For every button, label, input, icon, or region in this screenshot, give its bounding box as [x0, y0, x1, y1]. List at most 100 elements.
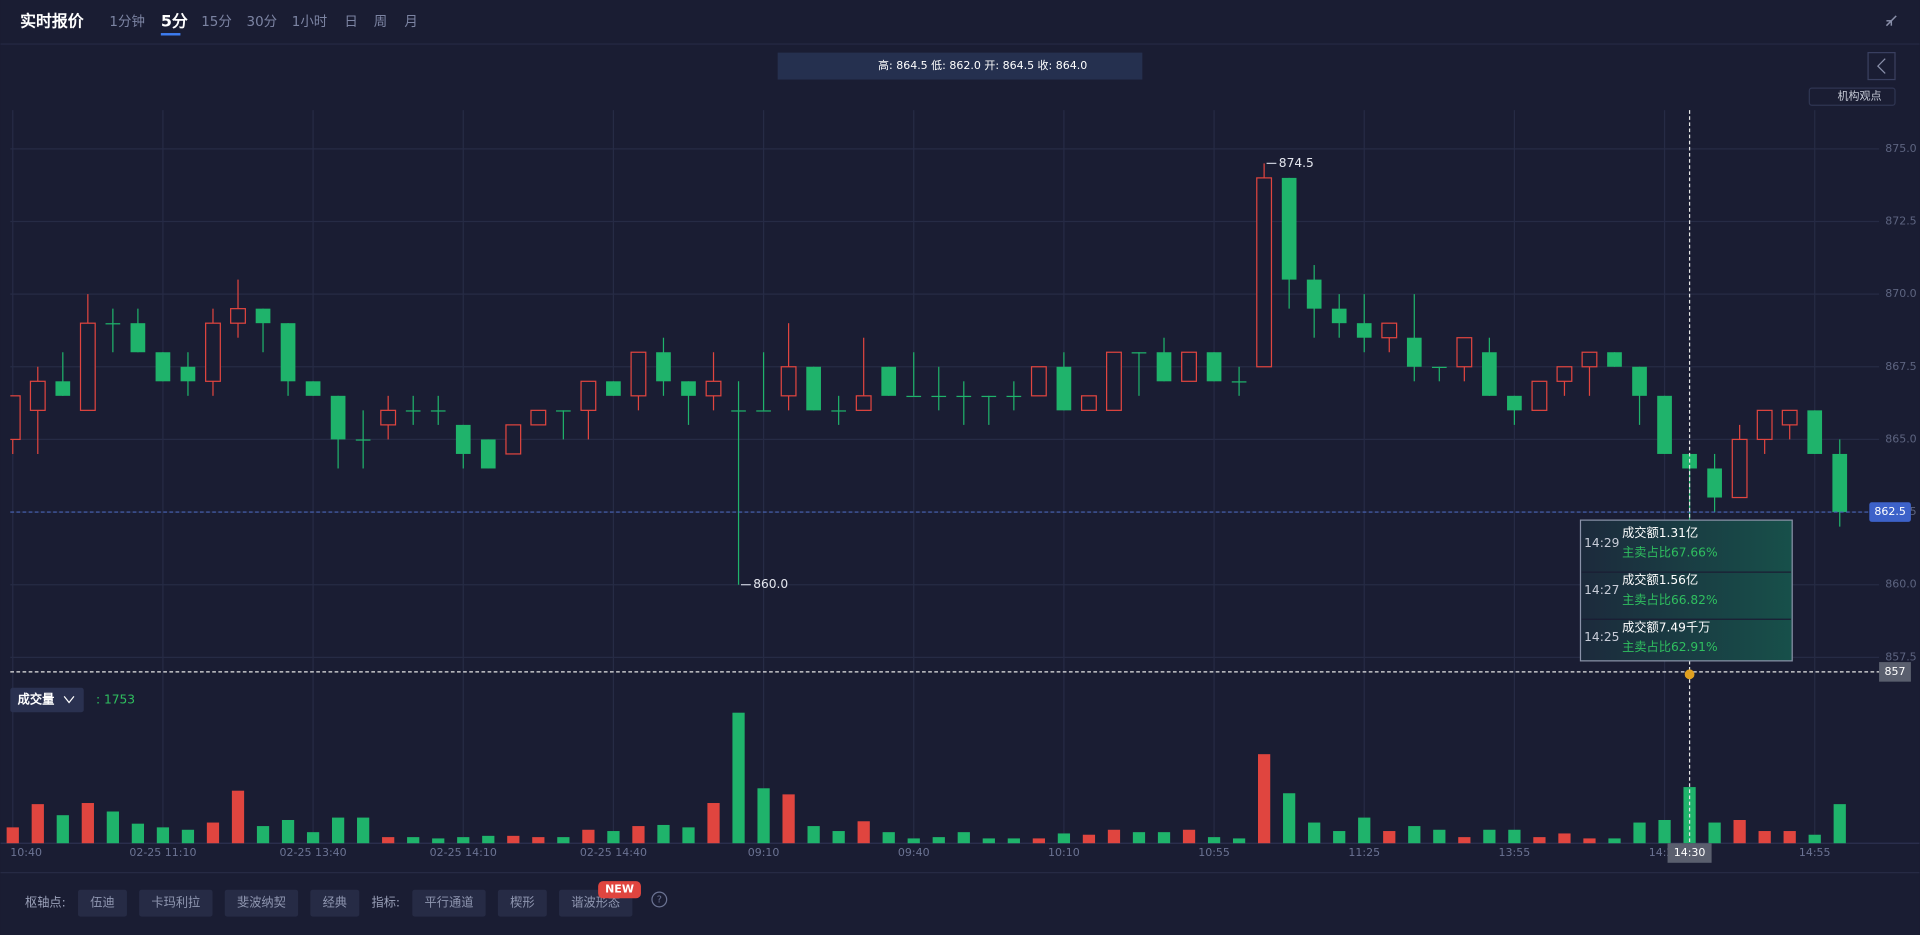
ohlc-info-text: 高: 864.5 低: 862.0 开: 864.5 收: 864.0 — [878, 58, 1087, 72]
help-icon[interactable] — [651, 891, 668, 908]
volume-selector-label: 成交量 — [18, 692, 55, 707]
y-tick-label: 872.5 — [1885, 214, 1916, 227]
candle-body — [1607, 352, 1622, 367]
indicator-button[interactable] — [412, 889, 486, 917]
candle-body — [330, 395, 346, 440]
tooltip-amount: 成交额1.31亿 — [1622, 525, 1698, 540]
candle-body — [1030, 366, 1047, 397]
volume-bar — [231, 790, 245, 844]
candle-body — [1080, 395, 1097, 411]
volume-bar — [131, 823, 145, 844]
pivot-button[interactable] — [310, 889, 360, 917]
volume-bar — [732, 712, 745, 844]
volume-bar — [1433, 829, 1446, 844]
volume-bar — [1733, 819, 1746, 844]
collapse-icon[interactable] — [1885, 15, 1897, 27]
volume-bar — [1207, 837, 1221, 844]
timeframe-tab[interactable]: 30分 — [247, 14, 278, 30]
page-title: 实时报价 — [20, 12, 84, 31]
tooltip-time: 14:27 — [1584, 583, 1619, 597]
timeframe-tab[interactable]: 5分 — [161, 12, 188, 31]
volume-bar — [982, 838, 995, 844]
y-tick-label: 875.0 — [1885, 142, 1916, 155]
volume-bar — [507, 835, 520, 844]
volume-bar — [482, 835, 495, 844]
new-badge — [598, 881, 641, 899]
timeframe-tab[interactable]: 1分钟 — [109, 13, 144, 30]
volume-bar — [1383, 831, 1396, 844]
volume-bar — [206, 822, 220, 844]
candle-body — [255, 308, 271, 324]
indicator-button[interactable] — [497, 889, 547, 917]
volume-bar — [56, 815, 69, 844]
timeframe-tab[interactable]: 周 — [374, 15, 387, 30]
volume-bar — [31, 804, 44, 844]
volume-bar — [1458, 837, 1471, 844]
side-button[interactable] — [1808, 87, 1896, 106]
candle-body — [1281, 177, 1297, 280]
candle-body — [1381, 322, 1398, 339]
volume-bar — [81, 803, 94, 844]
candle-body — [1406, 337, 1422, 367]
candle-body — [1507, 395, 1522, 411]
volume-selector[interactable] — [10, 687, 84, 713]
candle-body — [180, 366, 196, 382]
indicator-button-label: 平行通道 — [425, 896, 474, 910]
timeframe-tab[interactable]: 1小时 — [292, 14, 327, 30]
candle-body — [1832, 453, 1848, 513]
candle-body — [480, 439, 496, 469]
x-tick-label: 02-25 14:40 — [580, 846, 647, 859]
candle-body — [1131, 352, 1147, 354]
volume-bar — [156, 827, 170, 844]
tooltip-amount: 成交额1.56亿 — [1622, 572, 1698, 587]
crosshair-y-tag — [1879, 662, 1911, 682]
back-button[interactable] — [1867, 52, 1896, 81]
candle-body — [1756, 409, 1773, 441]
candle-body — [981, 395, 997, 398]
candle-body — [10, 395, 21, 441]
extreme-label: 874.5 — [1279, 156, 1314, 170]
volume-bar — [1483, 829, 1496, 844]
volume-bar — [1132, 832, 1146, 844]
candle-body — [606, 381, 621, 396]
candle-body — [1331, 308, 1347, 324]
x-tick-label: 10:40 — [10, 846, 42, 859]
candle-body — [956, 395, 972, 398]
new-badge-label: NEW — [605, 883, 634, 896]
candle-body — [681, 381, 696, 396]
volume-bar — [407, 837, 420, 844]
candle-body — [705, 380, 722, 397]
volume-bar — [6, 827, 19, 844]
pivot-button-label: 斐波纳契 — [237, 896, 286, 910]
volume-bar — [357, 817, 370, 844]
volume-bar — [1308, 822, 1321, 844]
candle-body — [1456, 337, 1473, 368]
x-tick-label: 10:55 — [1198, 846, 1230, 859]
volume-bar — [1007, 838, 1020, 844]
volume-bar — [1608, 838, 1621, 844]
candle-body — [305, 381, 321, 396]
volume-bar — [106, 811, 119, 844]
crosshair-x-label: 14:30 — [1674, 846, 1706, 859]
volume-bar — [532, 837, 545, 844]
volume-bar — [1107, 829, 1121, 844]
pivot-button[interactable] — [78, 889, 127, 917]
volume-bar — [832, 831, 845, 844]
volume-bar — [281, 819, 295, 844]
volume-bar — [807, 826, 820, 844]
pivot-button[interactable] — [224, 889, 299, 917]
x-tick-label: 09:40 — [898, 846, 930, 859]
timeframe-tab[interactable]: 日 — [344, 15, 357, 30]
candle-body — [1781, 409, 1798, 426]
volume-bar — [382, 837, 395, 844]
volume-bar — [782, 794, 795, 844]
candle-body — [881, 366, 897, 396]
volume-bar — [432, 838, 445, 844]
pivot-button[interactable] — [139, 889, 213, 917]
volume-bar — [1808, 834, 1821, 844]
timeframe-tab[interactable]: 15分 — [201, 14, 232, 30]
candle-body — [831, 410, 847, 412]
timeframe-tab[interactable]: 月 — [404, 15, 417, 30]
